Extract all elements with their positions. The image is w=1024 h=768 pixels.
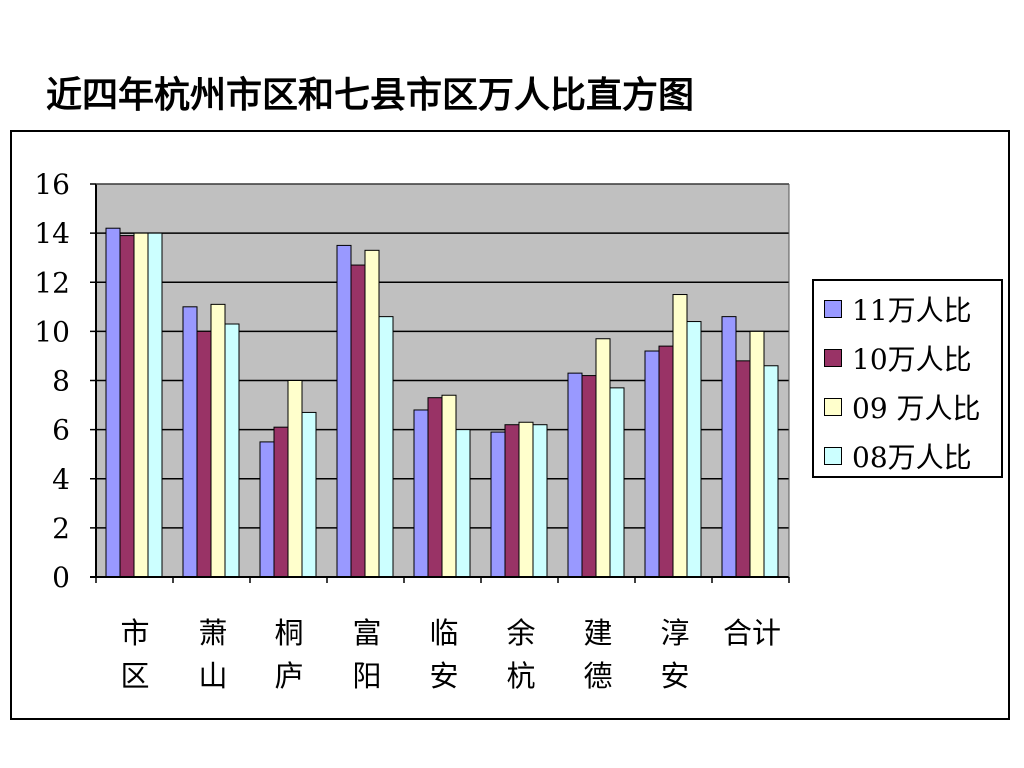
x-tick-label-linan: 临安 [429, 616, 459, 693]
bar-s1-c7 [658, 345, 674, 578]
bar-s2-c8 [749, 330, 765, 578]
legend-item-08: 08万人比 [824, 438, 972, 474]
bar-s0-c3 [336, 244, 352, 578]
page-title: 近四年杭州市区和七县市区万人比直方图 [46, 75, 695, 116]
bar-s2-c5 [518, 421, 534, 578]
bar-s1-c0 [119, 235, 135, 578]
y-tick-label: 12 [34, 266, 70, 299]
legend-swatch-10 [824, 349, 842, 367]
legend-label-10: 10万人比 [852, 343, 972, 376]
bar-s1-c3 [350, 264, 366, 578]
y-tick-label: 4 [52, 463, 70, 496]
y-tick-label: 16 [34, 168, 70, 201]
bar-s0-c7 [644, 350, 660, 578]
bar-s3-c6 [609, 387, 625, 578]
legend-item-11: 11万人比 [824, 291, 972, 327]
bar-s1-c2 [273, 426, 289, 578]
x-tick-label-xiaoshan: 萧山 [198, 616, 228, 693]
bar-s1-c4 [427, 397, 443, 578]
bar-s1-c6 [581, 375, 597, 578]
legend-swatch-11 [824, 300, 842, 318]
legend-label-08: 08万人比 [852, 441, 972, 474]
bar-s0-c4 [413, 409, 429, 578]
y-tick-label: 2 [52, 512, 70, 545]
x-tick-label-jiande: 建德 [583, 616, 613, 693]
bar-s0-c2 [259, 441, 275, 578]
y-tick-label: 0 [52, 561, 70, 594]
bar-s0-c5 [490, 431, 506, 578]
legend-label-11: 11万人比 [852, 294, 972, 327]
bar-s1-c8 [735, 360, 751, 578]
bar-s2-c3 [364, 249, 380, 578]
bar-s0-c8 [721, 316, 737, 578]
legend-swatch-08 [824, 447, 842, 465]
bar-s3-c0 [147, 232, 163, 578]
bar-s3-c5 [532, 424, 548, 578]
bar-s3-c2 [301, 411, 317, 578]
legend-item-09: 09 万人比 [824, 389, 981, 425]
bar-s3-c3 [378, 316, 394, 578]
x-tick-label-yuhang: 余杭 [506, 616, 536, 693]
y-tick-label: 6 [52, 414, 70, 447]
legend-label-09: 09 万人比 [852, 392, 981, 425]
y-tick-label: 10 [34, 315, 70, 348]
bar-s3-c8 [763, 365, 779, 578]
bar-s1-c5 [504, 424, 520, 578]
y-tick-label: 14 [34, 217, 70, 250]
x-tick-label-heji: 合计 [722, 616, 781, 650]
x-tick-label-fuyang: 富阳 [352, 616, 382, 693]
bar-s2-c2 [287, 380, 303, 578]
bar-s2-c0 [133, 232, 149, 578]
x-tick-label-chunan: 淳安 [660, 616, 690, 693]
chart-legend: 11万人比 10万人比 09 万人比 08万人比 [812, 279, 1003, 478]
bar-s0-c0 [105, 227, 121, 578]
bar-s1-c1 [196, 330, 212, 578]
bar-s0-c1 [182, 306, 198, 578]
bar-s2-c6 [595, 338, 611, 578]
y-tick-label: 8 [52, 365, 70, 398]
bar-s2-c1 [210, 303, 226, 578]
legend-item-10: 10万人比 [824, 340, 972, 376]
bar-s2-c7 [672, 294, 688, 578]
bar-s3-c1 [224, 323, 240, 578]
bar-s2-c4 [441, 394, 457, 578]
bar-s0-c6 [567, 372, 583, 578]
bar-s3-c7 [686, 321, 702, 578]
legend-swatch-09 [824, 398, 842, 416]
bar-s3-c4 [455, 429, 471, 578]
x-tick-label-tonglu: 桐庐 [274, 616, 304, 693]
x-tick-label-shiqu: 市区 [120, 616, 150, 693]
